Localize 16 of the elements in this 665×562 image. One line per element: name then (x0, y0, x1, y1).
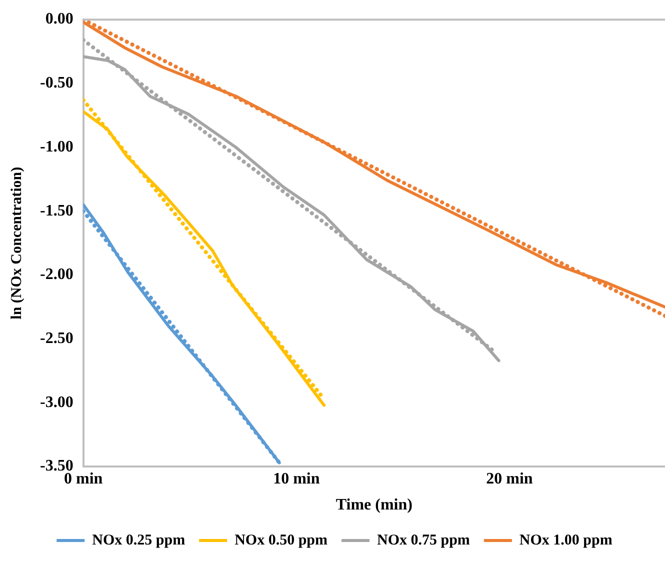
y-tick-label: -2.00 (40, 266, 74, 284)
legend-label: NOx 0.50 ppm (234, 532, 328, 548)
legend-label: NOx 0.25 ppm (92, 532, 186, 548)
legend-label: NOx 1.00 ppm (519, 532, 613, 548)
y-tick-label: 0.00 (45, 10, 74, 28)
y-tick-label: -3.00 (40, 394, 74, 411)
legend-label: NOx 0.75 ppm (377, 532, 470, 548)
x-axis-title: Time (min) (336, 496, 412, 514)
x-tick-label: 20 min (486, 470, 533, 488)
y-axis-title: ln (NOx Concentration) (8, 166, 25, 320)
y-tick-label: -0.50 (40, 74, 74, 92)
y-tick-label: -1.00 (40, 138, 74, 156)
x-tick-label: 0 min (64, 470, 103, 488)
y-tick-label: -2.50 (40, 330, 74, 348)
y-tick-label: -1.50 (40, 202, 74, 220)
x-tick-label: 10 min (273, 470, 320, 488)
